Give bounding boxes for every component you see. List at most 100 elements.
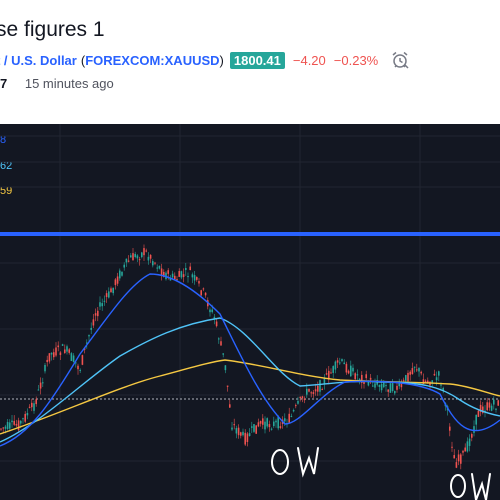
candle-body: [20, 420, 22, 424]
candle-body: [343, 362, 345, 365]
candle-body: [169, 278, 172, 281]
candle-body: [152, 261, 154, 266]
candle-body: [440, 384, 442, 386]
candle-body: [6, 422, 9, 429]
candle-body: [396, 385, 398, 390]
candle-body: [493, 399, 495, 405]
candle-body: [413, 366, 416, 368]
candle-body: [303, 398, 306, 401]
indicator-value-2: 62: [0, 160, 13, 172]
candle-body: [262, 418, 264, 425]
candle-body: [411, 368, 414, 375]
candle-body: [114, 279, 117, 286]
candle-body: [295, 405, 297, 407]
moving-average-slow: [0, 359, 500, 435]
resistance-line: [0, 232, 500, 236]
candle-body: [418, 367, 420, 372]
candle-body: [57, 345, 59, 348]
candle-body: [352, 367, 354, 372]
candle-body: [202, 288, 205, 290]
candle-body: [433, 373, 436, 376]
candle-body: [149, 254, 152, 259]
candle-body: [264, 421, 266, 430]
candle-body: [299, 396, 301, 398]
candle-body: [222, 353, 224, 355]
symbol-ticker-link[interactable]: FOREXCOM:XAUUSD: [85, 52, 220, 68]
candle-body: [363, 380, 365, 384]
candle-body: [125, 258, 128, 263]
last-price-badge: 1800.41: [229, 51, 285, 69]
candle-body: [39, 382, 42, 389]
candle-body: [394, 391, 396, 394]
candle-body: [341, 359, 343, 362]
chart-canvas[interactable]: [0, 124, 500, 500]
candle-body: [277, 416, 279, 429]
candle-body: [226, 385, 229, 387]
candle-body: [380, 383, 383, 391]
candle-body: [460, 454, 462, 464]
candle-body: [59, 352, 62, 355]
candle-body: [35, 399, 37, 405]
candle-body: [310, 392, 312, 394]
candle-body: [189, 266, 191, 271]
candle-body: [407, 372, 409, 382]
candle-body: [497, 400, 499, 406]
alarm-clock-icon[interactable]: [390, 50, 410, 70]
candle-body: [387, 389, 389, 392]
candle-body: [323, 378, 326, 385]
candle-body: [211, 309, 213, 313]
candle-body: [422, 379, 425, 384]
candle-body: [453, 455, 455, 459]
candle-body: [141, 252, 143, 258]
candle-body: [378, 384, 381, 387]
candle-body: [48, 353, 51, 362]
candle-body: [171, 273, 174, 278]
price-change-percent: −0.23%: [333, 52, 379, 68]
candle-body: [86, 342, 88, 344]
candle-body: [464, 447, 466, 452]
candle-body: [130, 255, 132, 258]
candle-body: [193, 275, 196, 281]
candle-body: [275, 420, 277, 423]
price-chart[interactable]: 8 62 59: [0, 124, 500, 500]
candle-body: [108, 291, 110, 298]
candle-body: [50, 352, 53, 355]
candle-body: [178, 271, 180, 277]
candle-body: [288, 413, 290, 423]
candle-body: [356, 374, 359, 376]
candle-body: [473, 426, 475, 433]
candle-body: [468, 438, 471, 446]
candle-body: [143, 248, 145, 256]
candle-body: [196, 277, 198, 280]
candle-body: [55, 347, 57, 356]
candle-body: [416, 369, 418, 371]
candle-body: [123, 264, 125, 268]
candle-body: [79, 369, 81, 371]
candle-body: [284, 418, 286, 422]
candle-body: [154, 262, 156, 264]
candle-body: [61, 344, 64, 346]
candle-body: [233, 424, 235, 426]
candle-body: [160, 268, 163, 275]
symbol-name-link[interactable]: ot / U.S. Dollar: [0, 52, 77, 68]
candle-body: [44, 364, 46, 372]
candle-body: [268, 424, 271, 428]
candle-body: [358, 378, 361, 381]
candle-body: [462, 450, 464, 453]
candle-body: [339, 362, 341, 364]
candle-body: [53, 352, 55, 358]
candle-body: [68, 349, 70, 353]
candle-body: [204, 292, 207, 296]
candle-body: [119, 270, 121, 279]
candle-body: [75, 362, 77, 364]
candle-body: [248, 433, 251, 437]
candle-body: [365, 374, 367, 379]
handwritten-annotation: [271, 447, 491, 500]
candle-body: [455, 462, 458, 468]
candle-body: [242, 431, 244, 436]
candle-body: [312, 392, 315, 394]
candle-body: [330, 372, 332, 374]
candle-body: [42, 382, 44, 384]
candle-body: [438, 371, 440, 376]
candle-body: [112, 287, 114, 294]
